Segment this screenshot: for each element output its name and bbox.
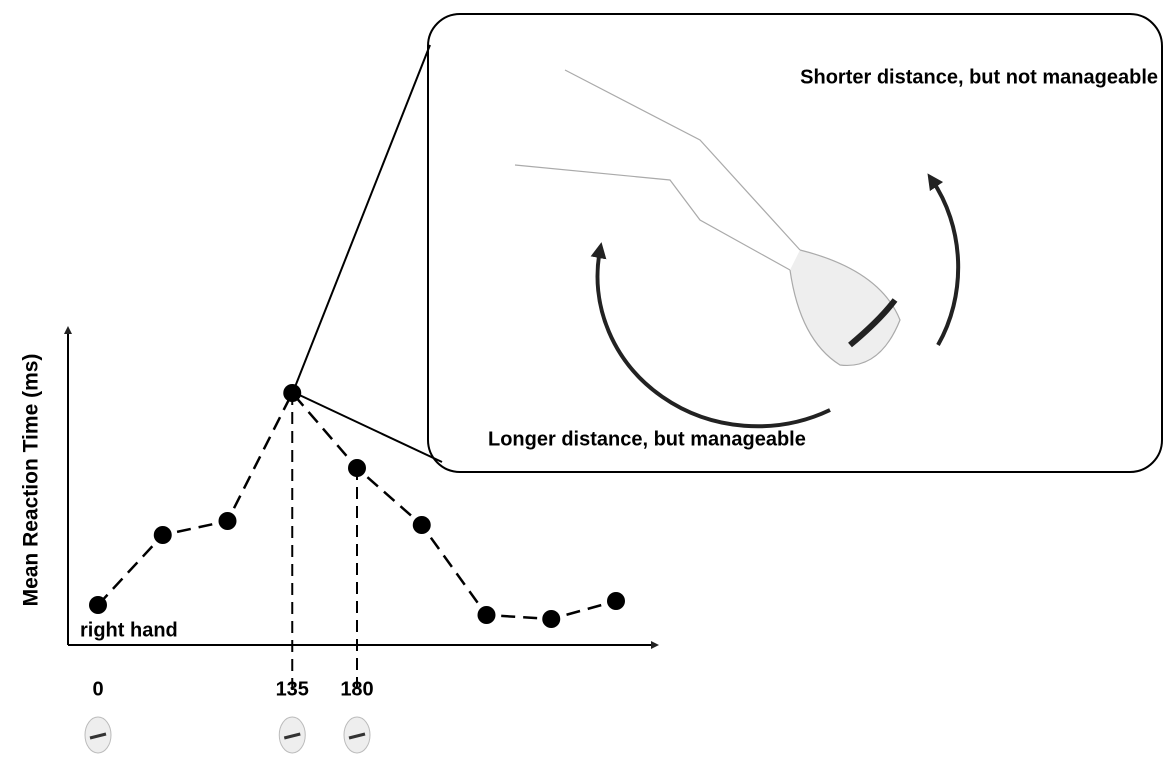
data-point [477,606,496,624]
callout-box [427,13,1163,473]
data-point [89,596,107,614]
y-axis-title: Mean Reaction Time (ms) [20,354,43,607]
data-point [542,610,561,628]
callout-label: Longer distance, but manageable [488,428,806,450]
rotation-arrow [927,173,961,346]
data-point [218,512,237,530]
annotation: right hand [80,619,178,641]
data-point [607,592,625,610]
data-point [348,459,366,477]
rotation-arrow [590,242,831,429]
hand-icon-mark [283,732,301,740]
data-point [412,516,431,534]
callout-connector [292,391,443,463]
callout-label: Shorter distance, but not manageable [800,66,1158,88]
x-tick-label: 180 [340,678,373,700]
hand-sketch [514,69,901,367]
data-point [153,526,172,544]
x-tick-label: 135 [276,678,309,700]
hand-icon-mark [348,732,366,740]
x-tick-label: 0 [92,678,103,700]
callout-connector [292,44,431,393]
hand-icon-mark [89,732,107,740]
data-point [283,384,302,402]
